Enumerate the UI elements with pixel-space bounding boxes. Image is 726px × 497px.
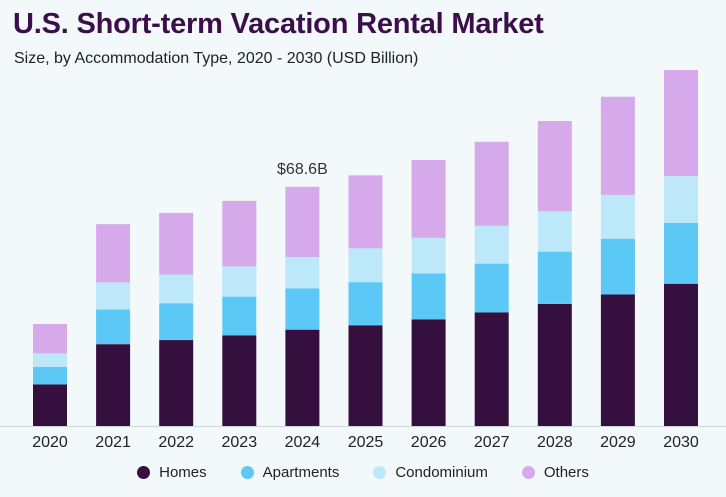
bar-segment-others-2021 bbox=[96, 224, 131, 283]
bar-segment-homes-2029 bbox=[600, 294, 635, 426]
bar-segment-others-2028 bbox=[537, 121, 572, 212]
bar-segment-apartments-2022 bbox=[159, 303, 194, 340]
bar-segment-others-2020 bbox=[33, 324, 67, 354]
legend: Homes Apartments Condominium Others bbox=[0, 464, 726, 481]
bar-segment-apartments-2021 bbox=[96, 309, 131, 345]
bar-segment-others-2027 bbox=[474, 141, 509, 226]
bar-segment-condominium-2030 bbox=[664, 176, 698, 223]
bar-segment-apartments-2028 bbox=[537, 251, 572, 304]
bar-segment-homes-2030 bbox=[664, 283, 698, 426]
bar-segment-others-2022 bbox=[159, 212, 194, 275]
legend-swatch-apartments bbox=[240, 466, 254, 479]
x-tick-label-2024: 2024 bbox=[285, 434, 321, 451]
bar-segment-condominium-2028 bbox=[537, 211, 572, 252]
legend-item-others: Others bbox=[521, 464, 589, 481]
bar-segment-apartments-2020 bbox=[33, 366, 67, 385]
bar-segment-others-2025 bbox=[348, 175, 383, 249]
bar-segment-others-2026 bbox=[411, 160, 446, 238]
x-tick-label-2027: 2027 bbox=[474, 434, 510, 451]
legend-swatch-homes bbox=[137, 466, 151, 479]
x-tick-label-2026: 2026 bbox=[411, 434, 447, 451]
bar-segment-homes-2020 bbox=[33, 384, 67, 426]
bar-segment-condominium-2027 bbox=[474, 225, 509, 264]
x-tick-label-2028: 2028 bbox=[537, 434, 573, 451]
bar-segment-condominium-2026 bbox=[411, 237, 446, 274]
bar-segment-others-2024 bbox=[285, 186, 320, 257]
legend-label-others: Others bbox=[543, 464, 589, 481]
bar-segment-homes-2021 bbox=[96, 344, 131, 426]
x-tick-label-2029: 2029 bbox=[600, 434, 636, 451]
bar-segment-homes-2026 bbox=[411, 319, 446, 426]
bar-segment-others-2029 bbox=[600, 96, 635, 195]
bar-segment-apartments-2027 bbox=[474, 263, 509, 313]
x-tick-label-2021: 2021 bbox=[95, 434, 131, 451]
x-tick-label-2030: 2030 bbox=[663, 434, 699, 451]
bar-segment-condominium-2022 bbox=[159, 274, 194, 304]
bar-segment-condominium-2025 bbox=[348, 248, 383, 283]
chart-title: U.S. Short-term Vacation Rental Market bbox=[13, 8, 544, 40]
bar-segment-homes-2023 bbox=[222, 335, 257, 426]
chart-subtitle: Size, by Accommodation Type, 2020 - 2030… bbox=[14, 50, 419, 67]
legend-item-homes: Homes bbox=[137, 464, 207, 481]
bar-segment-condominium-2021 bbox=[96, 282, 131, 310]
x-tick-label-2020: 2020 bbox=[32, 434, 68, 451]
bar-segment-homes-2027 bbox=[474, 312, 509, 426]
bar-segment-apartments-2030 bbox=[664, 223, 698, 284]
legend-label-condominium: Condominium bbox=[395, 464, 488, 481]
legend-label-apartments: Apartments bbox=[262, 464, 340, 481]
legend-swatch-condominium bbox=[373, 466, 387, 479]
bar-segment-condominium-2023 bbox=[222, 266, 257, 297]
legend-label-homes: Homes bbox=[159, 464, 207, 481]
bar-segment-apartments-2029 bbox=[600, 238, 635, 295]
legend-swatch-others bbox=[521, 466, 535, 479]
data-label-2024: $68.6B bbox=[277, 161, 328, 178]
bar-segment-homes-2022 bbox=[159, 340, 194, 426]
bar-segment-apartments-2024 bbox=[285, 288, 320, 330]
legend-item-apartments: Apartments bbox=[240, 464, 340, 481]
x-tick-label-2025: 2025 bbox=[348, 434, 384, 451]
bar-segment-others-2023 bbox=[222, 200, 257, 267]
x-tick-label-2022: 2022 bbox=[158, 434, 194, 451]
bar-segment-condominium-2020 bbox=[33, 353, 67, 367]
bar-segment-others-2030 bbox=[664, 70, 698, 177]
bar-segment-apartments-2026 bbox=[411, 273, 446, 320]
bar-segment-homes-2024 bbox=[285, 329, 320, 426]
bar-segment-condominium-2029 bbox=[600, 194, 635, 239]
bar-segment-homes-2025 bbox=[348, 325, 383, 426]
x-tick-label-2023: 2023 bbox=[222, 434, 258, 451]
legend-item-condominium: Condominium bbox=[373, 464, 488, 481]
bar-segment-condominium-2024 bbox=[285, 257, 320, 289]
bar-segment-homes-2028 bbox=[537, 303, 572, 426]
bar-segment-apartments-2025 bbox=[348, 282, 383, 326]
bar-segment-apartments-2023 bbox=[222, 296, 257, 336]
